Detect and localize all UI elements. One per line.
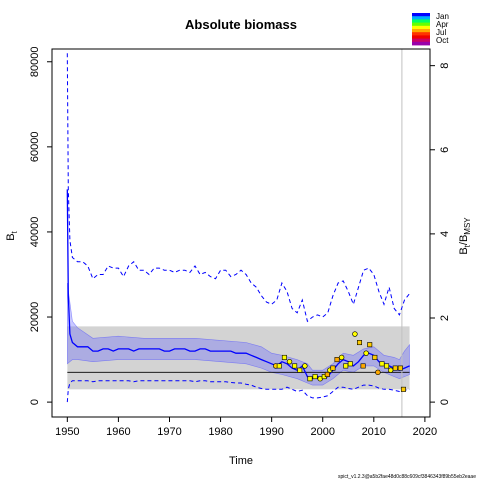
legend-label: Oct xyxy=(436,36,449,45)
y2-axis-label-main: B xyxy=(458,247,470,254)
observation-point xyxy=(292,363,298,369)
observation-point xyxy=(297,367,303,373)
y2-tick-label: 4 xyxy=(439,231,451,237)
y2-axis: 0246810 xyxy=(430,63,451,405)
x-tick-label: 1990 xyxy=(259,426,283,438)
observation-point xyxy=(338,354,345,361)
y2-tick-label: 2 xyxy=(439,315,451,321)
observation-point xyxy=(312,374,318,380)
plot-frame xyxy=(51,48,431,418)
y-tick-label: 40000 xyxy=(29,217,41,248)
observation-point xyxy=(379,361,385,367)
y-tick-label: 60000 xyxy=(29,132,41,163)
y2-tick-label: 8 xyxy=(439,63,451,69)
observation-point xyxy=(324,371,330,377)
observation-point xyxy=(384,363,390,369)
x-axis-label: Time xyxy=(229,455,253,467)
observation-point xyxy=(397,365,403,371)
legend-swatch xyxy=(412,29,430,33)
y2-axis-label: Bt/BMSY xyxy=(458,217,472,255)
y-tick-label: 0 xyxy=(29,399,41,405)
observation-point xyxy=(357,340,363,346)
x-tick-label: 1960 xyxy=(106,426,130,438)
observation-point xyxy=(276,363,282,369)
y2-axis-label-sub: t xyxy=(463,244,472,247)
x-tick-label: 1970 xyxy=(157,426,181,438)
chart-title: Absolute biomass xyxy=(185,17,297,32)
observation-point xyxy=(352,331,358,337)
y-axis-label-main: B xyxy=(5,233,17,240)
observation-point xyxy=(367,342,373,348)
plot-area xyxy=(66,49,410,417)
legend-swatch xyxy=(412,22,430,27)
observation-point xyxy=(347,361,353,367)
biomass-ci-band xyxy=(67,282,410,386)
y-tick-label: 80000 xyxy=(29,47,41,78)
observation-point xyxy=(334,357,340,363)
legend-label: Jul xyxy=(436,28,446,37)
x-tick-label: 2010 xyxy=(362,426,386,438)
ci-upper-line xyxy=(66,53,410,323)
y-axis-label-sub: t xyxy=(10,230,19,233)
y-axis: 0 20000 40000 60000 80000 xyxy=(29,47,52,405)
observation-point xyxy=(360,363,366,369)
legend-swatch xyxy=(412,19,430,23)
y2-tick-label: 6 xyxy=(439,147,451,153)
legend-swatch xyxy=(412,16,430,20)
legend-swatch xyxy=(412,38,430,43)
observation-point xyxy=(387,367,394,373)
observation-point xyxy=(375,369,381,376)
observation-point xyxy=(286,358,293,365)
y2-axis-label-div: /B xyxy=(458,235,470,245)
observation-point xyxy=(281,354,287,360)
ci-lower-line xyxy=(66,380,410,403)
legend-swatch xyxy=(412,35,430,39)
observation-point xyxy=(363,350,369,356)
x-tick-label: 1950 xyxy=(55,426,79,438)
observation-point xyxy=(400,386,406,392)
x-tick-label: 2020 xyxy=(413,426,437,438)
legend-swatch xyxy=(412,13,430,17)
legend-swatch xyxy=(412,41,430,46)
y-tick-label: 20000 xyxy=(29,302,41,333)
y-axis-label: Bt xyxy=(5,230,19,240)
observation-point xyxy=(343,363,349,369)
y2-tick-label: 0 xyxy=(439,399,451,405)
legend-label: Apr xyxy=(436,20,449,29)
legend-label: Jan xyxy=(436,12,449,21)
observation-point xyxy=(372,354,378,360)
observation-point xyxy=(330,365,336,371)
x-tick-label: 1980 xyxy=(208,426,232,438)
legend-swatch xyxy=(412,25,430,30)
observation-point xyxy=(302,363,308,369)
observation-point xyxy=(392,365,398,371)
footer-version: spict_v1.2.3@a5b2fae48d0c88c609cf3846343… xyxy=(338,474,476,480)
observation-point xyxy=(307,376,313,382)
y2-axis-label-sub2: MSY xyxy=(463,217,472,235)
x-tick-label: 2000 xyxy=(310,426,334,438)
x-axis: 1950 1960 1970 1980 1990 2000 2010 2020 xyxy=(55,417,437,438)
legend-swatch xyxy=(412,32,430,36)
